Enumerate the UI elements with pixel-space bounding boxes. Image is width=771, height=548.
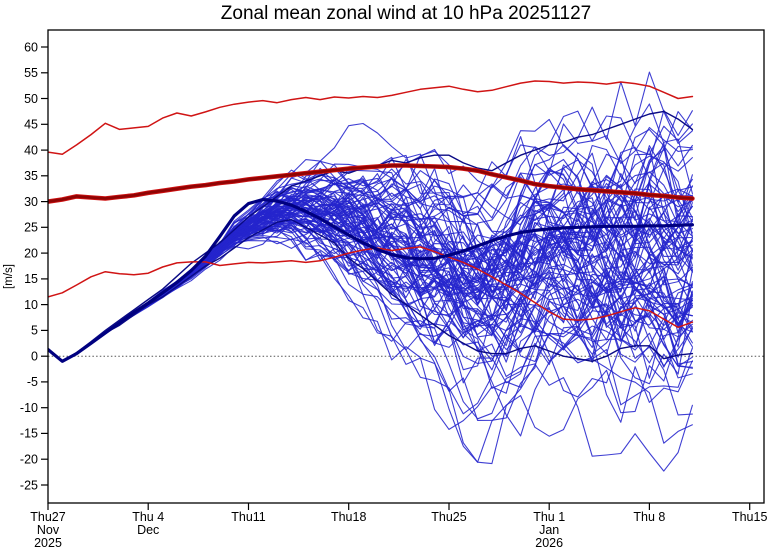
y-axis-tick-label: -15: [20, 427, 38, 441]
y-axis-unit-label: [m/s]: [3, 264, 15, 289]
plot-frame: [47, 29, 765, 504]
x-axis-tick-label: Jan: [539, 523, 559, 537]
y-axis-tick-label: -25: [20, 478, 38, 492]
ensemble-mean-line: [48, 197, 695, 363]
y-axis-tick-label: 0: [31, 350, 38, 364]
x-axis-tick-label: Thu 8: [633, 510, 665, 524]
climatology-upper-line: [48, 80, 694, 155]
y-axis-tick-label: -20: [20, 453, 38, 467]
x-axis-tick-label: Thu18: [331, 510, 366, 524]
y-axis-tick-label: 25: [24, 221, 38, 235]
x-axis-tick-label: Thu27: [30, 510, 65, 524]
y-axis-tick-label: 10: [24, 298, 38, 312]
y-axis-tick-label: 40: [24, 143, 38, 157]
y-axis-tick-label: -10: [20, 401, 38, 415]
y-axis-tick-label: 55: [24, 66, 38, 80]
y-axis-tick-label: 35: [24, 169, 38, 183]
y-axis-tick-label: 15: [24, 272, 38, 286]
plot-area: [48, 71, 764, 472]
member-dark-low-line: [48, 218, 694, 362]
chart-title: Zonal mean zonal wind at 10 hPa 20251127: [220, 3, 592, 24]
y-axis-tick-label: 20: [24, 246, 38, 260]
y-axis-tick-label: 45: [24, 118, 38, 132]
y-axis-tick-label: 30: [24, 195, 38, 209]
y-axis-tick-label: 5: [31, 324, 38, 338]
x-axis-tick-label: Thu 4: [132, 510, 164, 524]
climatology-mean-line: [48, 164, 694, 204]
x-axis-tick-label: Thu15: [732, 510, 767, 524]
x-axis-tick-label: Nov: [37, 523, 60, 537]
x-axis-tick-label: Thu11: [231, 510, 266, 524]
y-axis-tick-label: -5: [27, 375, 38, 389]
y-axis-tick-label: 60: [24, 40, 38, 54]
x-axis-tick-label: Dec: [137, 523, 159, 537]
y-axis-tick-label: 50: [24, 92, 38, 106]
x-axis-tick-label: 2025: [34, 536, 62, 548]
x-axis-tick-label: Thu 1: [533, 510, 565, 524]
climatology-lower-line: [48, 246, 694, 329]
x-axis-tick-label: Thu25: [431, 510, 466, 524]
x-axis-tick-label: 2026: [535, 536, 563, 548]
